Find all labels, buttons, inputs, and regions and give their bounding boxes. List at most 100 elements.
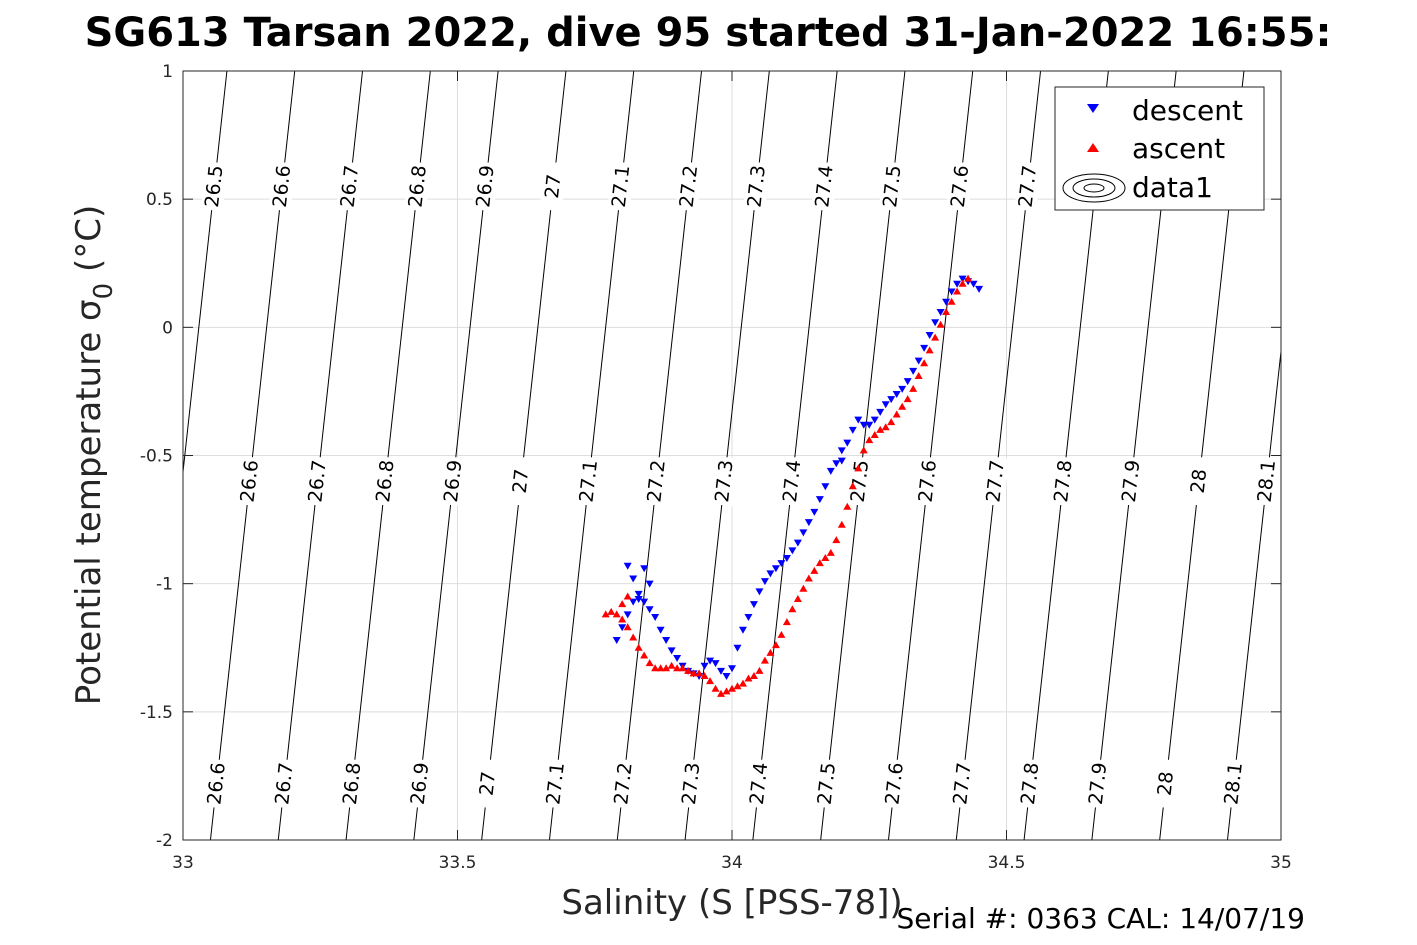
ascent-point: [826, 548, 835, 556]
descent-point: [645, 580, 654, 588]
contour-label: 26.8: [339, 761, 365, 805]
contour-label: 26.7: [337, 164, 363, 208]
descent-point: [793, 539, 802, 547]
descent-point: [826, 467, 835, 475]
descent-point: [782, 555, 791, 563]
descent-point: [925, 332, 934, 340]
descent-point: [870, 416, 879, 424]
contour-label: 27.9: [1085, 761, 1111, 805]
x-axis-ticks: 33 33.5 34 34.5 35: [172, 71, 1292, 873]
y-tick-label: 0: [162, 318, 173, 338]
descent-point: [760, 578, 769, 586]
descent-point: [738, 626, 747, 634]
contour-label: 26.6: [237, 459, 263, 503]
descent-point: [788, 547, 797, 555]
contour-label-bg: [1014, 161, 1042, 212]
x-tick-label: 35: [1270, 853, 1292, 873]
descent-point: [898, 385, 907, 393]
ascent-point: [706, 677, 715, 685]
contour-label-bg: [677, 758, 705, 809]
contour-label-bg: [336, 161, 364, 212]
x-tick-label: 33.5: [439, 853, 477, 873]
contour-label: 27.5: [879, 164, 905, 208]
descent-point: [887, 396, 896, 404]
descent-point: [837, 457, 846, 465]
contour-label: 26.8: [372, 459, 398, 503]
contour-label: 27.5: [847, 459, 873, 503]
contour-label: 27.6: [881, 761, 907, 805]
contour-label-bg: [338, 758, 366, 809]
contour-label-bg: [778, 456, 806, 507]
descent-point: [804, 519, 813, 527]
descent-point: [766, 570, 775, 578]
ascent-point: [711, 684, 720, 692]
ascent-point: [640, 651, 649, 659]
ascent-point: [771, 641, 780, 649]
contour-label: 27.9: [1118, 459, 1144, 503]
ascent-point: [887, 418, 896, 426]
descent-point: [651, 613, 660, 621]
x-tick-label: 33: [172, 853, 194, 873]
contour-label-bg: [946, 161, 974, 212]
ascent-point: [651, 664, 660, 672]
ascent-point: [870, 430, 879, 438]
ascent-point: [695, 669, 704, 677]
descent-point: [909, 367, 918, 375]
descent-point: [777, 560, 786, 568]
descent-point: [931, 319, 940, 327]
contour-label-bg: [304, 456, 332, 507]
y-axis-label: Potential temperature σ0 (°C): [69, 205, 119, 705]
descent-point: [799, 529, 808, 537]
descent-point: [634, 590, 643, 598]
descent-point: [634, 596, 643, 604]
contour-label-bg: [474, 758, 502, 809]
ascent-point: [953, 287, 962, 295]
descent-point: [892, 390, 901, 398]
x-tick-label: 34: [721, 853, 743, 873]
contour-label-bg: [881, 758, 909, 809]
descent-point: [854, 416, 863, 424]
ascent-point: [667, 661, 676, 669]
y-tick-label: 1: [162, 62, 173, 82]
contour-label-bg: [878, 161, 906, 212]
contour-label: 26.8: [404, 164, 430, 208]
descent-point: [749, 601, 758, 609]
legend: descent ascent data1: [1054, 86, 1265, 211]
ascent-point: [837, 520, 846, 528]
contour-label-bg: [236, 456, 264, 507]
contour-label: 26.6: [203, 761, 229, 805]
descent-point: [623, 562, 632, 570]
contour-label: 27.4: [779, 459, 805, 503]
descent-point: [832, 460, 841, 468]
legend-descent-label: descent: [1132, 94, 1243, 127]
y-tick-label: -1.5: [140, 703, 173, 723]
descent-point: [881, 401, 890, 409]
contour-label-bg: [643, 456, 671, 507]
descent-point: [645, 606, 654, 614]
ascent-point: [656, 664, 665, 672]
contour-label-bg: [710, 456, 738, 507]
contour-label: 27.8: [1050, 459, 1076, 503]
ascent-point: [689, 669, 698, 677]
ascent-point: [662, 664, 671, 672]
ascent-point: [766, 648, 775, 656]
descent-point: [711, 660, 720, 668]
legend-ascent-label: ascent: [1132, 132, 1225, 165]
ascent-point: [782, 618, 791, 626]
ascent-point: [931, 333, 940, 341]
ascent-point: [848, 482, 857, 490]
contour-label-bg: [371, 456, 399, 507]
legend-data1-label: data1: [1132, 171, 1213, 204]
contour-label: 27.7: [1015, 164, 1041, 208]
ascent-point: [898, 402, 907, 410]
contour-label-bg: [270, 758, 298, 809]
x-axis-label: Salinity (S [PSS-78]): [561, 883, 902, 923]
contour-label: 27.3: [678, 761, 704, 805]
contour-label: 27: [509, 468, 534, 494]
contour-label-bg: [1016, 758, 1044, 809]
descent-point: [733, 644, 742, 652]
descent-point: [771, 565, 780, 573]
contour-label: 27.3: [711, 459, 737, 503]
descent-point: [755, 588, 764, 596]
ascent-point: [843, 502, 852, 510]
